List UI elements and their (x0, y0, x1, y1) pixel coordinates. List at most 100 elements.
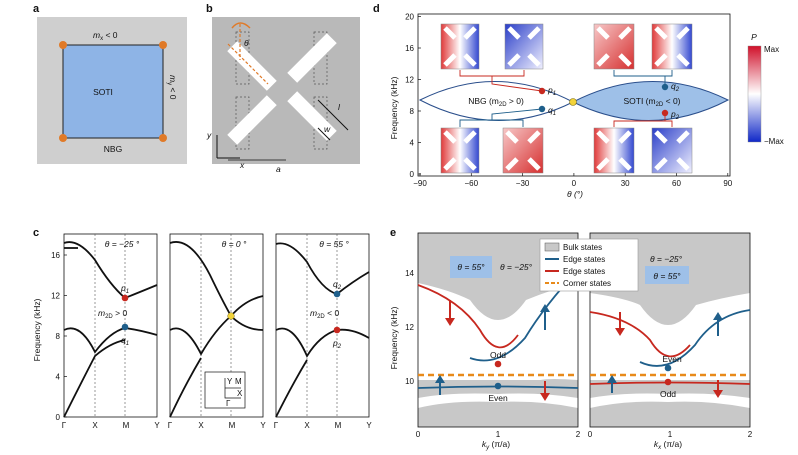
bracket-p1 (459, 70, 543, 92)
corner-dot-bl (59, 134, 67, 142)
bz-m: M (235, 377, 242, 386)
rotated-bar (227, 95, 277, 145)
edge-state-red (417, 284, 519, 349)
x-tick-label: Γ (274, 421, 279, 430)
bz-gamma: Γ (226, 399, 231, 408)
point-p2 (333, 326, 341, 334)
p2-label: p2 (670, 109, 680, 121)
band-upper (169, 241, 264, 331)
q2-label: q2 (671, 81, 680, 93)
q2-label: q2 (333, 279, 342, 291)
corner-dot-tr (159, 41, 167, 49)
bracket-q2 (613, 70, 673, 87)
theta-box-text: θ = −25° (650, 254, 683, 264)
x-tick-label: Y (154, 421, 160, 430)
colorbar-title: P (751, 32, 757, 42)
colorbar (747, 45, 762, 143)
x-tick-label: 1 (496, 430, 501, 439)
y-tick-label: 12 (405, 323, 414, 332)
colorbar-min: −Max (764, 137, 784, 146)
legend: Bulk states Edge states Edge states Corn… (539, 238, 639, 292)
nbg-label: NBG (104, 144, 122, 154)
p1-label: p1 (547, 85, 556, 97)
panel-e-xlabel-left: ky (π/a) (482, 439, 510, 451)
rotation-axis (227, 43, 269, 85)
bulk-gap-lower (418, 393, 578, 408)
bracket-q1 (459, 108, 543, 127)
x-tick-label: 2 (748, 430, 753, 439)
mx-label: mx < 0 (93, 30, 118, 42)
bulk-gap (590, 293, 750, 380)
y-tick-label: 12 (405, 76, 414, 85)
theta-box-text: θ = 55° (457, 262, 485, 272)
subplot-frame (589, 232, 751, 428)
legend-swatch-bulk (544, 242, 560, 252)
x-tick-label: X (92, 421, 98, 430)
p2-label: p2 (332, 338, 342, 350)
theta-box-text: θ = 55° (653, 271, 681, 281)
band-acoustic (275, 359, 308, 418)
panel-c-label: c (33, 227, 39, 239)
x-tick-label: X (304, 421, 310, 430)
arrowhead (607, 375, 617, 383)
x-tick-label: −90 (413, 179, 427, 188)
y-label: y (206, 130, 212, 140)
y-tick-label: 8 (56, 332, 61, 341)
panel-e-ylabel: Frequency (kHz) (389, 306, 399, 369)
colorbar-max: Max (764, 45, 779, 54)
bz-path (224, 378, 241, 399)
arrowhead (615, 328, 625, 336)
x-tick-label: 30 (621, 179, 630, 188)
subplot-frame (275, 233, 370, 418)
arrowhead (713, 390, 723, 398)
panel-d-yticks: 0 4 8 12 16 20 (405, 13, 421, 179)
even-point (664, 364, 672, 372)
y-tick-label: 0 (56, 413, 61, 422)
band-upper (63, 241, 158, 300)
even-label: Even (488, 393, 508, 403)
theta-box-text: θ = −25° (500, 262, 533, 272)
panel-c-ylabel: Frequency (kHz) (32, 298, 42, 361)
x-tick-label: −30 (516, 179, 530, 188)
bz-x: X (237, 389, 243, 398)
x-tick-label: 0 (588, 430, 593, 439)
x-tick-label: X (198, 421, 204, 430)
inset-bars (443, 26, 690, 171)
x-tick-label: M (335, 421, 342, 430)
y-tick-label: 14 (405, 269, 414, 278)
theta-label: θ (244, 38, 249, 48)
rotation-arrow (231, 22, 251, 29)
rotated-bar (287, 91, 337, 141)
point-p1 (121, 294, 129, 302)
theta-box-blue (450, 256, 492, 278)
p1-label: p1 (120, 283, 129, 295)
q1-label: q1 (121, 335, 129, 347)
subplot-frame (417, 232, 579, 428)
q1-label: q1 (548, 105, 556, 117)
y-tick-label: 12 (51, 292, 60, 301)
odd-label: Odd (490, 350, 506, 360)
arrowhead (540, 304, 550, 312)
theta-box-blue (645, 266, 689, 284)
nbg-region-label: NBG (m2D > 0) (468, 96, 524, 108)
rotated-bar (287, 33, 337, 83)
panel-c-yticks: 0 4 8 12 16 (51, 251, 67, 422)
l-label: l (338, 102, 341, 112)
subplot-frame (63, 233, 158, 418)
x-tick-label: 2 (576, 430, 581, 439)
point-q2 (333, 290, 341, 298)
edge-state-blue (639, 309, 751, 367)
band-lower (169, 295, 264, 356)
y-tick-label: 10 (405, 377, 414, 386)
arrowhead (445, 318, 455, 326)
panel-d: d Frequency (kHz) 0 4 8 12 16 20 −90 −60 −30 0 30… (373, 3, 784, 199)
x-tick-label: M (123, 421, 130, 430)
panel-b: b θ l w x y a (206, 3, 360, 174)
band-acoustic (169, 357, 202, 418)
corner-dot-tl (59, 41, 67, 49)
band-lower (275, 327, 370, 358)
x-tick-label: Γ (62, 421, 67, 430)
x-tick-label: Y (366, 421, 372, 430)
